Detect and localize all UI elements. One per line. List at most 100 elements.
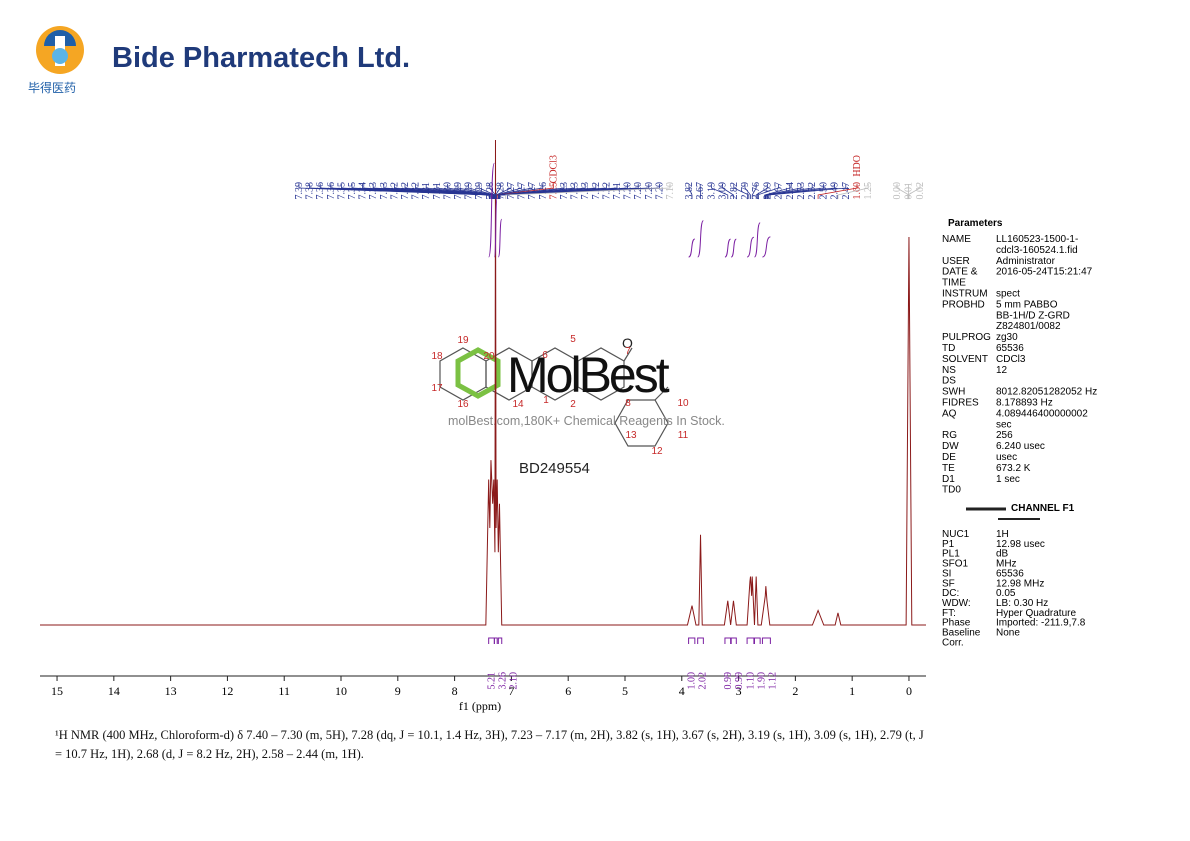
parameter-value: 65536 <box>996 568 1024 579</box>
atom-label: 12 <box>651 446 663 457</box>
parameter-key: DS <box>942 376 956 387</box>
peak-label: 3.09 <box>718 182 729 200</box>
parameter-value: CDCl3 <box>996 354 1026 365</box>
peak-annotation: CDCl3 <box>548 155 559 183</box>
parameter-value: 8012.82051282052 Hz <box>996 387 1097 398</box>
peak-label: 7.39 <box>294 182 305 200</box>
logo <box>36 26 84 74</box>
oxygen-label: O <box>622 335 633 351</box>
peak-label: 7.35 <box>347 182 358 200</box>
parameter-key: Corr. <box>942 637 964 648</box>
parameter-key: TD0 <box>942 485 961 496</box>
peak-label: 2.54 <box>785 182 796 200</box>
peak-connector <box>755 184 768 199</box>
peak-label: 7.10 <box>665 182 676 200</box>
compound-id: BD249554 <box>519 460 590 477</box>
integral-label: 5.21 <box>487 672 498 690</box>
integral-bracket <box>730 637 737 644</box>
integral-label: 2.10 <box>509 672 520 690</box>
peak-connector <box>765 184 813 199</box>
integral-curve <box>493 197 498 258</box>
peak-connector <box>733 184 750 199</box>
parameter-key: DW <box>942 441 959 452</box>
parameter-value: zg30 <box>996 332 1018 343</box>
peak-label: 2.82 <box>729 182 740 200</box>
parameter-value: 8.178893 Hz <box>996 398 1053 409</box>
structure-bonds <box>439 347 669 447</box>
peak-label: 7.29 <box>453 182 464 200</box>
integral-curve <box>762 236 771 258</box>
peak-connector <box>751 184 757 199</box>
integral-curve <box>724 238 731 258</box>
peak-connector <box>495 184 501 199</box>
atom-label: 6 <box>542 350 548 361</box>
parameters-section-title: CHANNEL F1 <box>1011 503 1075 514</box>
x-tick-label: 8 <box>452 684 458 698</box>
peak-connector <box>837 184 869 199</box>
parameter-value: cdcl3-160524.1.fid <box>996 245 1078 256</box>
peak-label: 0.02 <box>915 182 926 200</box>
peak-connector <box>744 184 751 199</box>
peak-connector <box>497 184 586 199</box>
integral-label: 1.12 <box>768 672 779 690</box>
parameter-value: sec <box>996 419 1012 430</box>
x-tick-label: 14 <box>108 684 120 698</box>
parameter-value: 12.98 MHz <box>996 578 1044 589</box>
parameter-value: 4.089446400000002 <box>996 408 1088 419</box>
peak-connector <box>478 184 496 199</box>
parameter-key: DC: <box>942 588 959 599</box>
peak-connector <box>447 184 495 199</box>
peak-label: 7.36 <box>326 182 337 200</box>
peak-connector <box>496 184 544 199</box>
atom-label: 20 <box>483 351 495 362</box>
parameter-value: 256 <box>996 430 1013 441</box>
parameter-key: P1 <box>942 539 955 550</box>
parameter-key: WDW: <box>942 598 971 609</box>
x-tick-label: 10 <box>335 684 347 698</box>
atom-label: 14 <box>512 399 524 410</box>
peak-label: 7.33 <box>379 182 390 200</box>
parameter-key: RG <box>942 430 957 441</box>
parameter-value: 2016-05-24T15:21:47 <box>996 267 1093 278</box>
parameter-value: usec <box>996 452 1017 463</box>
parameter-value: dB <box>996 549 1009 560</box>
x-tick-label: 2 <box>792 684 798 698</box>
atom-label: 13 <box>625 430 637 441</box>
parameter-key: SWH <box>942 387 965 398</box>
parameter-key: DATE & <box>942 267 978 278</box>
parameter-key: SF <box>942 578 955 589</box>
atom-label: 19 <box>457 335 469 346</box>
peak-connector <box>505 184 671 199</box>
x-axis-label: f1 (ppm) <box>459 699 501 713</box>
parameter-key: TE <box>942 463 955 474</box>
peak-label: 7.33 <box>368 182 379 200</box>
peak-annotation: HDO <box>852 155 863 177</box>
peak-label: 0.01 <box>904 182 915 200</box>
peak-connector <box>764 184 802 199</box>
parameter-value: Hyper Quadrature <box>996 608 1076 619</box>
integral-label: 3.26 <box>498 672 509 690</box>
parameter-value: LB: 0.30 Hz <box>996 598 1048 609</box>
peak-label: 7.36 <box>315 182 326 200</box>
integral-bracket <box>724 637 732 644</box>
nmr-caption: ¹H NMR (400 MHz, Chloroform-d) δ 7.40 – … <box>55 728 924 761</box>
x-tick-label: 12 <box>221 684 233 698</box>
x-tick-label: 1 <box>849 684 855 698</box>
parameter-value: 6.240 usec <box>996 441 1045 452</box>
parameter-value: spect <box>996 289 1020 300</box>
peak-connector <box>896 184 910 199</box>
parameter-key: SOLVENT <box>942 354 988 365</box>
peak-label: 7.20 <box>644 182 655 200</box>
watermark-tagline: molBest.com,180K+ Chemical Reagents In S… <box>448 414 725 428</box>
atom-label: 5 <box>570 334 576 345</box>
peak-connector <box>711 184 729 199</box>
peak-label: 7.31 <box>432 182 443 200</box>
watermark-logo <box>455 347 501 399</box>
parameter-value: MHz <box>996 559 1017 570</box>
peak-label: 7.28 <box>485 182 496 200</box>
peak-connector <box>688 184 693 199</box>
atom-label: 18 <box>431 351 443 362</box>
logo-text: 毕得医药 <box>28 80 76 95</box>
atom-label: 1 <box>543 395 549 406</box>
